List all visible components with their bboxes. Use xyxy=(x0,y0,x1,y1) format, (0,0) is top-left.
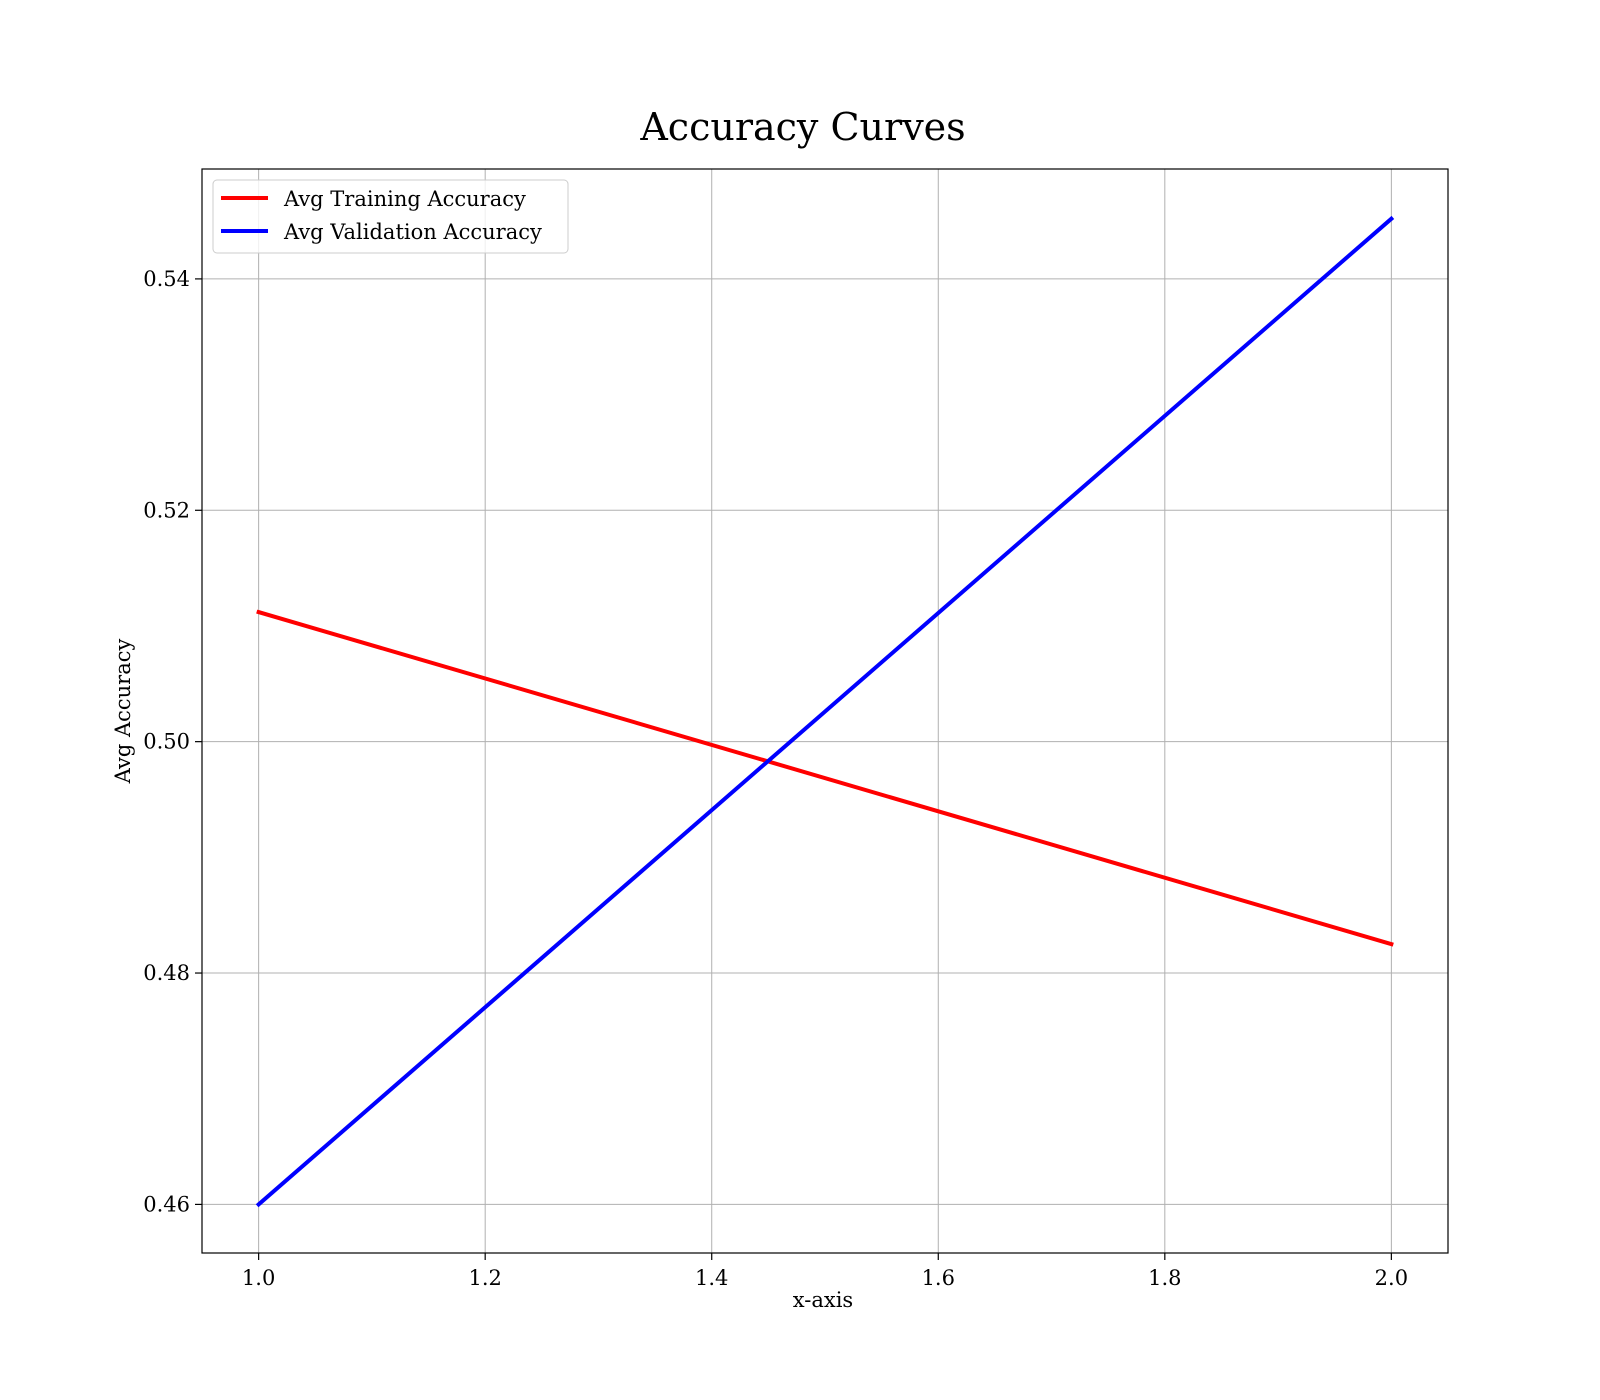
x-tick-label: 1.6 xyxy=(922,1266,955,1290)
legend: Avg Training Accuracy Avg Validation Acc… xyxy=(212,179,569,254)
y-tick-label: 0.54 xyxy=(143,267,190,291)
series-line-training xyxy=(256,609,1394,947)
legend-label-training: Avg Training Accuracy xyxy=(283,187,526,211)
x-axis: 1.0 1.2 1.4 1.6 1.8 2.0 xyxy=(242,1253,1408,1290)
legend-label-validation: Avg Validation Accuracy xyxy=(283,220,542,244)
y-tick-label: 0.52 xyxy=(143,498,190,522)
y-tick-label: 0.48 xyxy=(143,961,190,985)
legend-box xyxy=(212,179,569,254)
y-tick-label: 0.50 xyxy=(143,730,190,754)
x-tick-label: 1.0 xyxy=(242,1266,275,1290)
series-line-validation xyxy=(255,215,1395,1208)
plot-area-frame xyxy=(201,168,1449,1254)
y-axis-label: Avg Accuracy xyxy=(111,639,135,785)
x-tick-label: 2.0 xyxy=(1375,1266,1408,1290)
x-tick-label: 1.4 xyxy=(695,1266,728,1290)
x-tick-label: 1.8 xyxy=(1148,1266,1181,1290)
y-axis: 0.46 0.48 0.50 0.52 0.54 xyxy=(143,267,202,1216)
x-tick-label: 1.2 xyxy=(468,1266,501,1290)
grid xyxy=(202,169,1448,1253)
series-lines xyxy=(255,215,1395,1208)
chart-title: Accuracy Curves xyxy=(639,105,965,149)
y-tick-label: 0.46 xyxy=(143,1192,190,1216)
x-axis-label: x-axis xyxy=(793,1288,853,1312)
